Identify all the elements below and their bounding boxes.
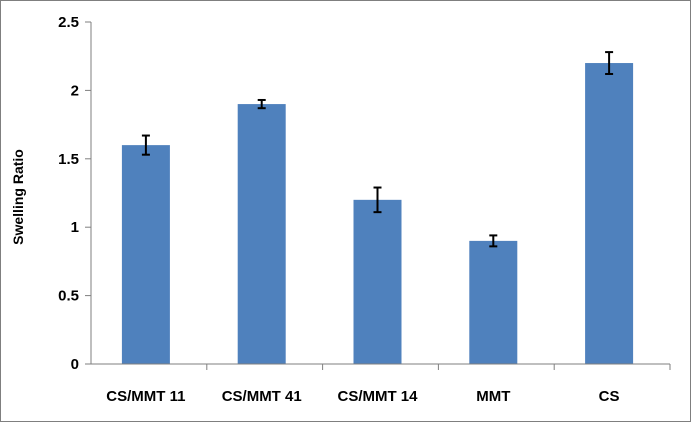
bar (237, 104, 286, 364)
error-bar (605, 51, 614, 75)
x-tick-label: CS/MMT 11 (106, 388, 185, 405)
y-tick-label: 1.5 (58, 151, 79, 168)
x-axis-labels: CS/MMT 11 CS/MMT 41 CS/MMT 14 MMT CS (106, 364, 671, 405)
y-tick-label: 2.5 (58, 14, 79, 31)
x-tick-label: CS/MMT 14 (337, 388, 418, 405)
error-bar (141, 134, 150, 156)
bars (121, 63, 634, 364)
y-tick-label: 2 (71, 82, 79, 99)
y-tick-label: 0.5 (58, 288, 79, 305)
x-tick-label: CS (599, 388, 620, 405)
bar (469, 240, 518, 364)
bar (121, 145, 170, 364)
error-bar (257, 98, 266, 110)
bar (585, 63, 634, 364)
y-axis-ticks: 0 0.5 1 1.5 2 2.5 (58, 14, 91, 373)
y-axis-title: Swelling Ratio (10, 149, 26, 245)
error-bar (489, 234, 498, 248)
x-tick-label: MMT (476, 388, 510, 405)
y-tick-label: 1 (71, 219, 79, 236)
y-tick-label: 0 (71, 356, 79, 373)
error-bars (141, 51, 614, 248)
error-bar (373, 186, 382, 214)
bar (353, 199, 402, 364)
x-tick-label: CS/MMT 41 (222, 388, 302, 405)
